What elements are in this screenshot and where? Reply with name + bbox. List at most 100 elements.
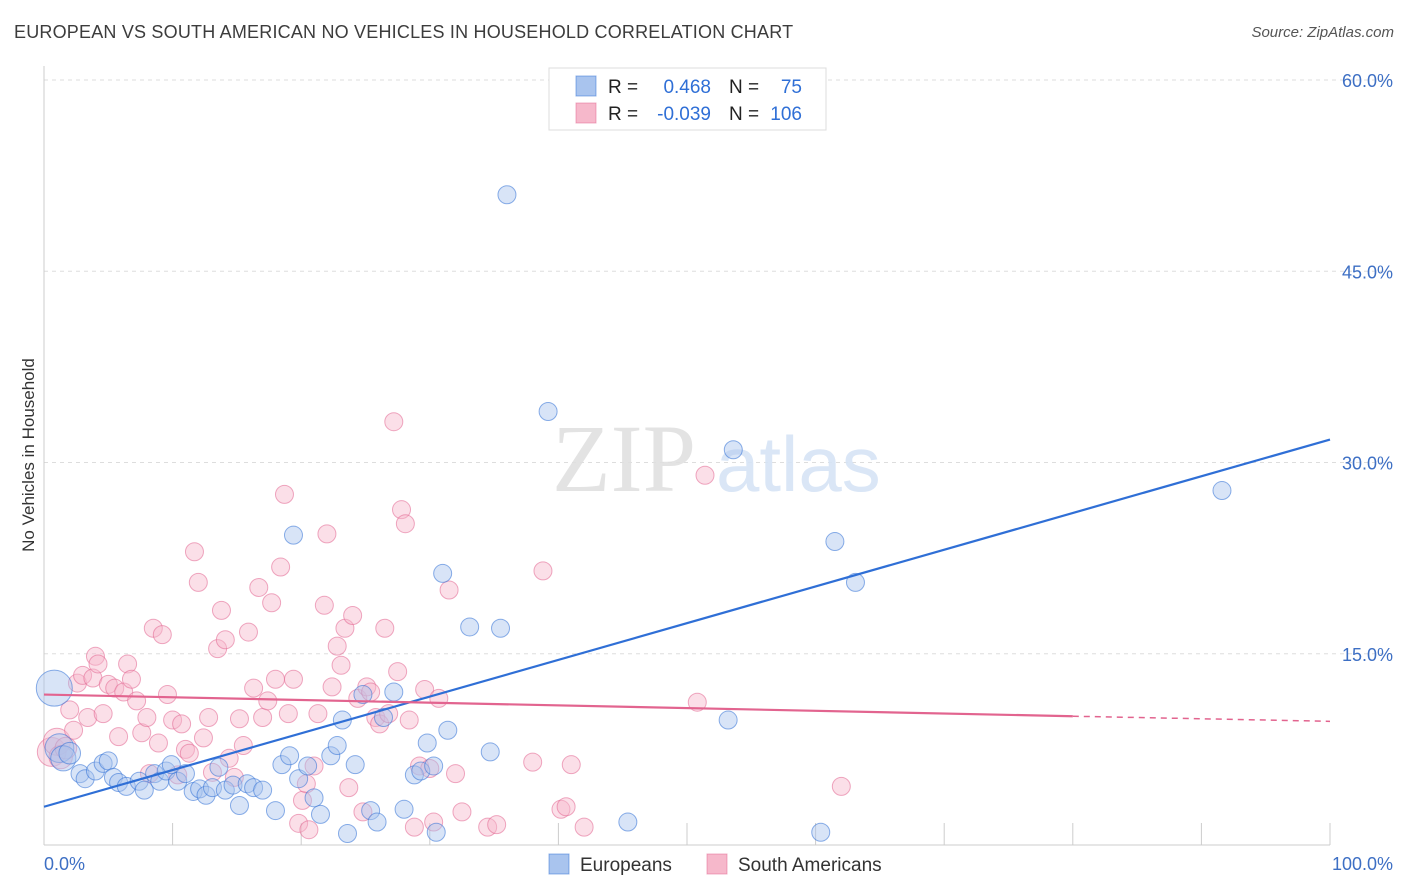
south-american-point-50 <box>265 669 285 689</box>
south-american-point-67 <box>339 778 359 798</box>
south-american-point-38 <box>211 600 231 620</box>
european-point-67 <box>845 572 865 592</box>
european-point-60 <box>497 185 517 205</box>
south-american-point-29 <box>172 714 192 734</box>
european-point-42 <box>345 755 365 775</box>
x-tick-label-0: 0.0% <box>44 854 85 874</box>
x-tick-label-1: 100.0% <box>1332 854 1393 874</box>
south-american-point-26 <box>157 685 177 705</box>
bottom-legend-swatch-europeans <box>548 853 570 875</box>
south-american-point-81 <box>399 710 419 730</box>
european-point-45 <box>367 812 387 832</box>
south-american-point-21 <box>137 708 157 727</box>
south-american-point-49 <box>262 593 282 613</box>
bottom-legend-south-americans: South Americans <box>738 855 882 876</box>
south-american-point-62 <box>317 524 337 544</box>
european-point-41 <box>337 824 357 844</box>
european-point-30 <box>253 780 273 800</box>
legend-n-label-1: N = <box>729 77 759 98</box>
chart-title: EUROPEAN VS SOUTH AMERICAN NO VEHICLES I… <box>14 22 794 42</box>
south-american-point-32 <box>184 542 204 562</box>
south-american-point-70 <box>353 802 373 822</box>
y-tick-label-3: 60.0% <box>1342 71 1393 91</box>
european-point-63 <box>718 710 738 730</box>
european-point-26 <box>223 775 243 795</box>
legend-swatch-europeans <box>575 75 597 97</box>
south-american-point-93 <box>523 752 543 772</box>
european-point-58 <box>491 618 511 638</box>
europeans-points <box>35 185 1232 844</box>
european-point-65 <box>811 822 831 842</box>
european-point-22 <box>196 785 216 805</box>
south-american-point-31 <box>179 743 199 763</box>
y-tick-label-1: 30.0% <box>1342 454 1393 474</box>
european-point-27 <box>229 795 249 815</box>
bottom-legend-swatch-south-americans <box>706 853 728 875</box>
south-american-point-88 <box>439 580 459 600</box>
watermark: ZIP atlas <box>552 405 881 512</box>
y-tick-label-0: 15.0% <box>1342 645 1393 665</box>
south-american-point-60 <box>308 704 328 724</box>
south-american-point-89 <box>446 764 466 784</box>
european-point-3 <box>58 741 82 765</box>
south-american-point-48 <box>258 691 278 711</box>
european-point-62 <box>618 812 638 832</box>
bottom-legend: Europeans South Americans <box>548 853 882 876</box>
legend-n-value-2: 106 <box>770 104 802 125</box>
south-american-point-59 <box>304 756 324 776</box>
south-americans-trend-line <box>43 693 1073 718</box>
european-point-68 <box>1212 481 1232 501</box>
legend-r-value-1: 0.468 <box>663 77 711 98</box>
european-point-13 <box>134 780 154 800</box>
european-point-57 <box>480 742 500 762</box>
european-point-46 <box>374 708 394 727</box>
european-point-44 <box>361 801 381 821</box>
south-american-point-47 <box>253 708 273 727</box>
legend-r-value-2: -0.039 <box>657 104 711 125</box>
south-american-point-61 <box>314 595 334 615</box>
trend-lines <box>43 438 1331 808</box>
european-point-36 <box>304 788 324 808</box>
european-point-47 <box>384 682 404 702</box>
european-point-54 <box>433 563 453 583</box>
south-american-point-64 <box>327 636 347 656</box>
south-american-point-42 <box>229 709 249 729</box>
european-point-39 <box>327 736 347 756</box>
south-american-point-63 <box>322 677 342 697</box>
south-american-point-12 <box>93 704 113 724</box>
european-point-6 <box>85 761 105 781</box>
european-point-37 <box>310 804 330 824</box>
south-american-point-77 <box>384 412 404 432</box>
south-american-point-4 <box>60 700 80 720</box>
european-point-55 <box>438 720 458 740</box>
south-american-point-99 <box>687 692 707 712</box>
south-american-point-58 <box>299 820 319 840</box>
south-american-point-96 <box>556 797 576 817</box>
south-american-point-8 <box>78 708 98 727</box>
european-point-0 <box>35 669 73 707</box>
bottom-legend-europeans: Europeans <box>580 855 672 876</box>
south-american-point-65 <box>331 655 351 675</box>
european-point-2 <box>50 745 77 772</box>
south-american-point-56 <box>292 790 312 810</box>
south-american-point-33 <box>188 572 208 592</box>
south-american-point-101 <box>831 776 851 796</box>
europeans-trend-line <box>43 438 1331 808</box>
european-point-66 <box>825 532 845 552</box>
european-point-24 <box>209 757 229 777</box>
south-american-point-46 <box>249 577 269 597</box>
south-american-point-82 <box>404 817 424 837</box>
south-american-point-39 <box>215 630 235 650</box>
south-american-point-5 <box>64 720 84 740</box>
y-axis-title: No Vehicles in Household <box>19 358 38 552</box>
gridlines <box>44 79 1392 655</box>
south-american-point-15 <box>109 727 129 747</box>
south-american-point-20 <box>132 723 152 743</box>
european-point-8 <box>98 751 118 771</box>
south-americans-trend-extension <box>1072 715 1331 723</box>
south-american-point-80 <box>395 514 415 534</box>
south-american-point-17 <box>118 654 138 674</box>
south-american-point-25 <box>152 625 172 645</box>
south-american-point-18 <box>121 669 141 689</box>
